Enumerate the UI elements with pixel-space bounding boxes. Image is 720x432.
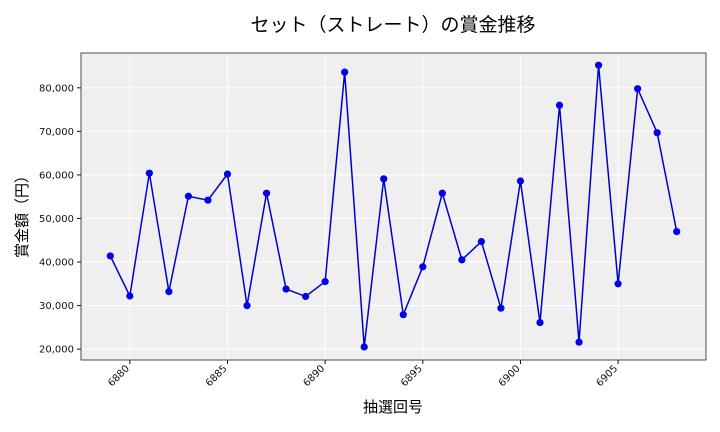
y-axis-label: 賞金額（円） [13, 168, 31, 258]
data-point [243, 301, 251, 310]
y-tick-label: 40,000 [39, 258, 74, 269]
data-point [477, 237, 485, 246]
data-point [380, 175, 388, 183]
y-tick-label: 70,000 [39, 127, 74, 138]
data-point [653, 129, 661, 137]
data-point [360, 343, 368, 351]
data-point [204, 196, 212, 204]
data-point [341, 68, 349, 76]
data-point [634, 85, 642, 93]
y-tick-label: 20,000 [39, 345, 74, 356]
plot-frame [80, 52, 707, 361]
data-point [262, 189, 271, 197]
data-point [165, 288, 173, 296]
series-layer [106, 61, 681, 351]
y-tick-label: 60,000 [39, 170, 74, 181]
data-point [302, 292, 310, 301]
data-point [614, 280, 622, 288]
x-axis-label: 抽選回号 [363, 398, 423, 416]
data-point [516, 177, 525, 185]
data-point [399, 311, 407, 319]
y-tick-label: 80,000 [39, 83, 74, 94]
data-point [536, 318, 544, 327]
data-point [555, 101, 564, 109]
data-point [184, 192, 193, 200]
data-point [145, 169, 153, 177]
data-point [673, 227, 681, 236]
data-point [497, 304, 505, 312]
chart-title: セット（ストレート）の賞金推移 [250, 14, 535, 36]
grid-layer [81, 53, 706, 360]
plot-area [81, 53, 706, 360]
data-point [106, 252, 114, 260]
data-point [223, 170, 232, 178]
y-tick-label: 30,000 [39, 301, 74, 312]
data-point [575, 338, 583, 346]
data-point [321, 278, 329, 286]
data-point [419, 263, 427, 271]
y-tick-label: 50,000 [39, 214, 74, 225]
data-point [594, 61, 603, 69]
data-point [438, 189, 446, 197]
data-point [282, 285, 290, 293]
data-point [458, 256, 466, 264]
data-point [126, 292, 134, 300]
